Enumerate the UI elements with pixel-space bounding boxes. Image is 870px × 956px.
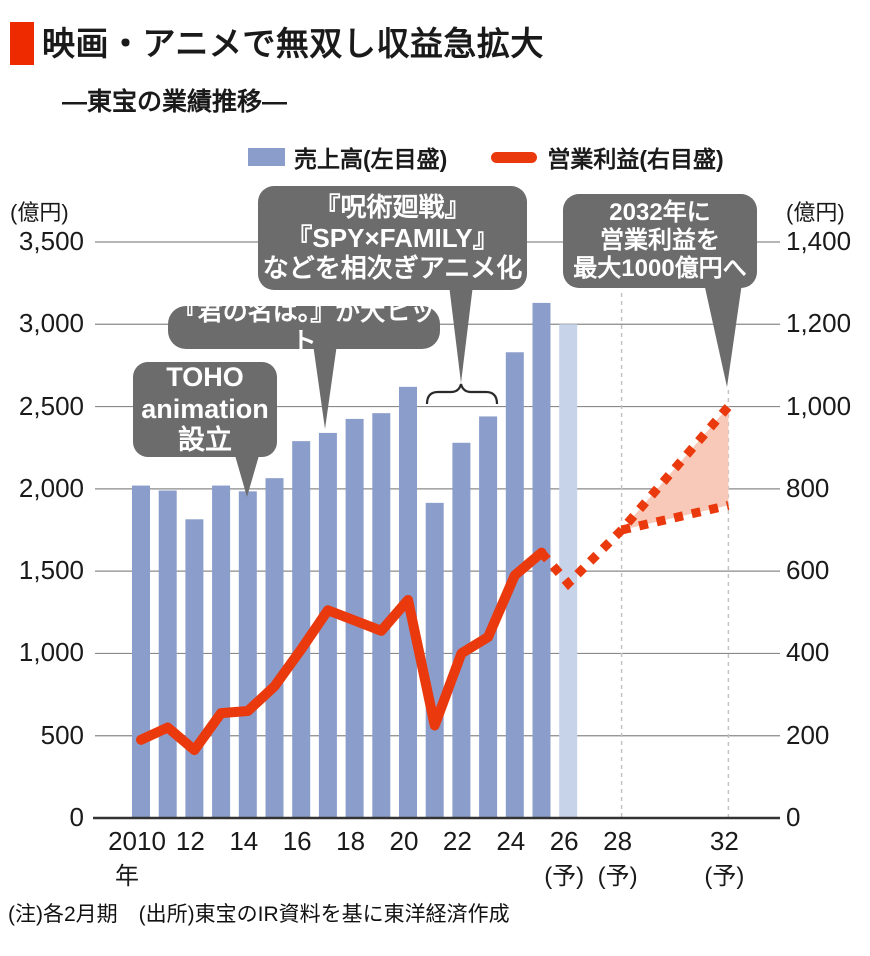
x-axis-label-2010: 2010 [108, 826, 166, 856]
profit-line [136, 547, 547, 756]
forecast-line-upper [538, 403, 732, 591]
annotation-your-name-hit: 『君の名は。』が大ヒット [168, 298, 440, 356]
x-axis-label-2020: 20 [389, 826, 419, 856]
left-axis-tick-2,000: 2,000 [18, 472, 84, 503]
right-axis-tick-1,000: 1,000 [786, 390, 852, 421]
curly-brace [425, 383, 499, 405]
revenue-bar-2017 [318, 432, 337, 818]
x-axis-sublabel-2028: (予) [597, 863, 638, 890]
revenue-bar-2010 [132, 485, 150, 818]
annotation-line: 『SPY×FAMILY』 [286, 222, 499, 253]
right-axis-unit: (億円) [786, 200, 845, 225]
x-axis-label-2026: 26 [549, 826, 579, 856]
revenue-bar-2021 [425, 502, 444, 818]
revenue-bar-2022 [452, 442, 471, 818]
revenue-bar-2016 [292, 441, 311, 818]
left-axis-tick-3,500: 3,500 [18, 226, 84, 256]
right-axis-tick-1,400: 1,400 [786, 226, 852, 256]
x-axis-label-2024: 24 [496, 826, 526, 856]
title-accent-square [10, 22, 34, 65]
annotation-line: TOHO [166, 361, 244, 392]
x-axis-label-2032: 32 [709, 826, 739, 856]
annotation-line: などを相次ぎアニメ化 [262, 253, 523, 284]
annotation-tail-toho [234, 452, 260, 497]
legend-line-swatch [491, 151, 538, 163]
header: 映画・アニメで無双し収益急拡大 [10, 22, 544, 65]
left-axis-tick-0: 0 [69, 802, 84, 832]
left-axis-unit: (億円) [10, 200, 69, 225]
annotation-line: 営業利益を [600, 226, 720, 254]
x-axis-label-2022: 22 [442, 826, 472, 856]
chart-subtitle: ―東宝の業績推移― [62, 88, 288, 116]
annotation-line: 『君の名は。』が大ヒット [172, 298, 436, 356]
forecast-range-fill [621, 406, 729, 530]
x-axis-sublabel-2032: (予) [704, 863, 745, 890]
x-axis-sublabel-2026: (予) [544, 863, 585, 890]
revenue-bar-2020 [399, 386, 417, 818]
revenue-bar-2019 [372, 413, 391, 818]
revenue-bar-2014 [238, 491, 257, 818]
revenue-bar-2015 [265, 478, 284, 818]
annotation-tail-2032 [704, 283, 742, 387]
revenue-bar-2023 [479, 416, 498, 818]
right-axis-tick-600: 600 [786, 555, 830, 586]
x-axis-label-2028: 28 [603, 826, 633, 856]
page-title: 映画・アニメで無双し収益急拡大 [42, 25, 544, 62]
forecast-line-lower [620, 500, 730, 535]
x-axis-label-2012: 12 [175, 826, 205, 856]
legend-bar-swatch [248, 148, 285, 166]
right-axis-tick-400: 400 [786, 637, 830, 668]
left-axis-tick-500: 500 [40, 719, 84, 750]
annotation-line: 2032年に [609, 198, 711, 226]
x-axis-label-2018: 18 [336, 826, 366, 856]
revenue-bar-2013 [212, 485, 231, 818]
right-axis-tick-200: 200 [786, 719, 830, 750]
legend-line-label: 営業利益(右目盛) [547, 146, 724, 172]
annotation-tail-jujutsu [449, 285, 473, 383]
left-axis-tick-2,500: 2,500 [18, 390, 84, 421]
revenue-bar-2012 [185, 519, 204, 818]
right-axis-tick-0: 0 [786, 802, 801, 832]
revenue-bar-2018 [345, 418, 364, 818]
source-note: (注)各2月期 (出所)東宝のIR資料を基に東洋経済作成 [8, 903, 510, 926]
x-axis-sublabel-2010: 年 [115, 863, 139, 890]
left-axis-tick-1,500: 1,500 [18, 555, 84, 586]
left-axis-tick-3,000: 3,000 [18, 308, 84, 339]
annotation-2032-profit-target: 2032年に 営業利益を 最大1000億円へ [563, 194, 757, 288]
revenue-bar-2026 [559, 324, 578, 818]
revenue-bar-2024 [505, 352, 524, 818]
x-axis-label-2016: 16 [282, 826, 312, 856]
legend: 売上高(左目盛) 営業利益(右目盛) [248, 140, 724, 174]
annotation-line: animation [141, 393, 269, 424]
annotation-toho-animation: TOHO animation 設立 [133, 362, 277, 457]
revenue-bar-2011 [158, 490, 177, 818]
legend-bar-label: 売上高(左目盛) [294, 146, 448, 172]
annotation-line: 設立 [178, 425, 232, 456]
right-axis-tick-800: 800 [786, 472, 830, 503]
revenue-bar-2025 [532, 302, 551, 818]
annotation-line: 『呪術廻戦』 [314, 191, 471, 222]
right-axis-tick-1,200: 1,200 [786, 308, 852, 339]
annotation-anime-adaptations: 『呪術廻戦』 『SPY×FAMILY』 などを相次ぎアニメ化 [258, 186, 527, 290]
annotation-line: 最大1000億円へ [573, 255, 747, 283]
x-axis-label-2014: 14 [229, 826, 259, 856]
left-axis-tick-1,000: 1,000 [18, 637, 84, 668]
